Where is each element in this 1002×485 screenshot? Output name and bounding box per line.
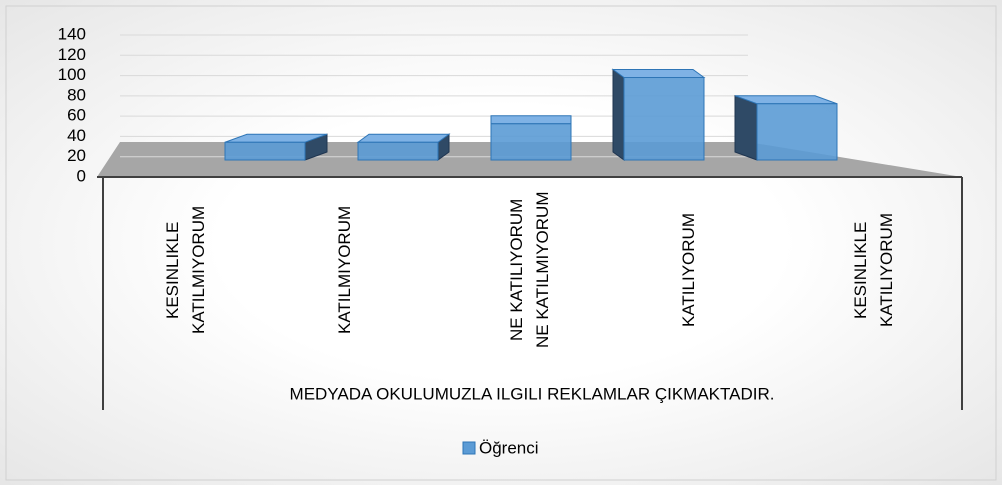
bar bbox=[224, 141, 306, 161]
bar-top bbox=[611, 69, 706, 79]
y-tick-label: 60 bbox=[67, 106, 86, 125]
x-tick-label: NE KATILIYORUM NE KATILMIYORUM bbox=[507, 191, 552, 349]
bar-top bbox=[490, 115, 572, 125]
x-axis-title: MEDYADA OKULUMUZLA ILGILI REKLAMLAR ÇIKM… bbox=[290, 384, 775, 403]
y-tick-label: 20 bbox=[67, 146, 86, 165]
y-tick-label: 0 bbox=[77, 166, 86, 185]
chart-border bbox=[5, 5, 997, 481]
bar bbox=[357, 141, 439, 161]
bar bbox=[756, 103, 838, 161]
y-tick-label: 100 bbox=[58, 65, 86, 84]
bar-top bbox=[356, 133, 451, 143]
y-tick-label: 40 bbox=[67, 126, 86, 145]
x-tick-label: KESINLIKLE KATILMIYORUM bbox=[163, 205, 208, 335]
bar bbox=[623, 77, 705, 161]
bar bbox=[490, 123, 572, 161]
bar-side bbox=[612, 68, 625, 161]
x-tick-label: KATILIYORUM bbox=[679, 213, 698, 327]
legend-label: Öğrenci bbox=[479, 438, 539, 457]
x-tick-label: KESINLIKLE KATILIYORUM bbox=[851, 213, 896, 327]
x-tick-label: KATILMIYORUM bbox=[335, 205, 354, 335]
y-tick-label: 120 bbox=[58, 45, 86, 64]
legend-swatch bbox=[462, 441, 476, 455]
y-tick-label: 80 bbox=[67, 85, 86, 104]
bar-side bbox=[734, 95, 758, 161]
y-tick-label: 140 bbox=[58, 24, 86, 43]
